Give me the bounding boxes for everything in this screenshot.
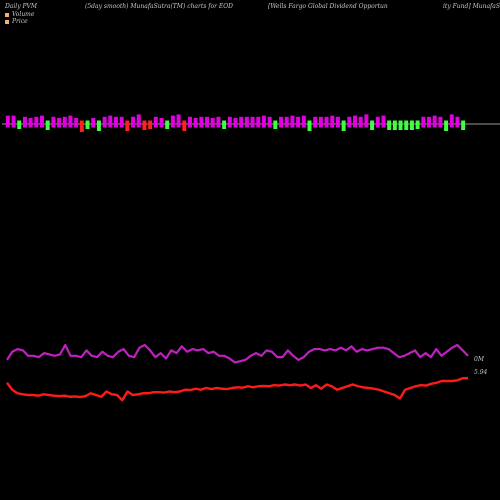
- volume-bar: [444, 120, 449, 131]
- volume-bar: [392, 120, 397, 130]
- volume-bar: [301, 115, 306, 128]
- volume-bar: [438, 116, 443, 128]
- volume-bar: [62, 116, 67, 128]
- volume-bar: [34, 116, 39, 128]
- volume-bar: [119, 116, 124, 128]
- volume-bar: [273, 120, 278, 129]
- legend-volume: Volume: [5, 11, 34, 18]
- volume-bar: [142, 120, 147, 130]
- volume-bar: [91, 118, 96, 128]
- volume-bar: [427, 116, 431, 128]
- volume-bar: [347, 116, 352, 128]
- chart-title-left: Daily PVM: [5, 3, 38, 10]
- volume-bar: [17, 120, 22, 129]
- volume-bar: [244, 116, 249, 128]
- volume-bar: [193, 118, 198, 128]
- volume-bar: [96, 120, 101, 131]
- volume-bar: [256, 116, 261, 128]
- volume-bar: [113, 116, 118, 128]
- volume-bar: [210, 118, 215, 128]
- volume-bar: [290, 115, 295, 128]
- volume-bar: [11, 115, 16, 128]
- volume-bar: [250, 116, 255, 128]
- volume-bar: [461, 120, 466, 130]
- volume-bar: [375, 116, 380, 128]
- volume-bar: [233, 118, 238, 128]
- volume-line: [6, 343, 469, 364]
- volume-bar: [415, 120, 420, 129]
- volume-bar: [341, 120, 346, 131]
- volume-bar: [165, 120, 170, 129]
- volume-bar: [318, 116, 323, 128]
- volume-bar: [387, 120, 392, 130]
- chart-title-company: [Wells Fargo Global Dividend Opportun: [268, 3, 388, 10]
- volume-bar: [409, 120, 414, 130]
- volume-bar: [40, 115, 44, 128]
- volume-bar: [68, 115, 73, 128]
- volume-bar: [364, 114, 369, 128]
- volume-bar: [148, 120, 153, 129]
- volume-bar: [182, 120, 187, 131]
- volume-bar: [239, 116, 244, 128]
- volume-bar: [324, 116, 329, 128]
- volume-bar: [261, 115, 266, 128]
- volume-bar: [74, 118, 79, 128]
- volume-bar: [432, 115, 437, 128]
- legend-price-swatch: [5, 19, 9, 24]
- legend-price: Price: [5, 18, 28, 25]
- volume-bar: [159, 118, 164, 128]
- chart-title-right: ity Fund] MunafaS: [443, 3, 500, 10]
- volume-bar: [102, 116, 107, 128]
- volume-value-label: 0M: [474, 356, 484, 363]
- volume-bar: [79, 120, 84, 132]
- volume-bar: [170, 115, 175, 128]
- volume-bar: [335, 116, 340, 128]
- volume-bar: [296, 116, 301, 128]
- volume-bar: [22, 116, 27, 128]
- volume-bar: [307, 120, 312, 131]
- price-line: [6, 377, 468, 402]
- volume-bar: [279, 116, 284, 128]
- volume-bar: [455, 116, 460, 128]
- volume-bar: [199, 116, 204, 128]
- volume-bar: [153, 116, 158, 128]
- volume-bar: [45, 120, 50, 130]
- volume-bar: [136, 114, 141, 128]
- volume-bar: [398, 120, 403, 130]
- volume-bar: [176, 114, 181, 128]
- volume-bar: [313, 116, 318, 128]
- volume-bar: [108, 115, 113, 128]
- volume-bar: [85, 120, 90, 129]
- volume-bar: [421, 116, 426, 128]
- chart-title-center: (5day smooth) MunafaSutra(TM) charts for…: [85, 3, 233, 10]
- volume-bar: [5, 115, 10, 128]
- volume-bar: [131, 116, 136, 128]
- volume-bar: [216, 116, 221, 128]
- volume-bar: [330, 115, 335, 128]
- volume-bar: [358, 116, 363, 128]
- volume-bar: [227, 116, 232, 128]
- volume-bar: [404, 120, 409, 130]
- volume-bar: [28, 118, 33, 128]
- volume-bar: [381, 115, 386, 128]
- volume-bar: [205, 116, 210, 128]
- volume-bar: [57, 118, 62, 128]
- volume-bar: [370, 120, 375, 130]
- volume-bar: [187, 116, 192, 128]
- volume-bar: [222, 120, 227, 129]
- legend-volume-swatch: [5, 12, 9, 17]
- volume-bar: [449, 114, 454, 128]
- legend-volume-label: Volume: [12, 11, 35, 18]
- volume-bar: [284, 116, 289, 128]
- volume-bar: [353, 115, 358, 128]
- volume-bar: [51, 116, 56, 128]
- legend-price-label: Price: [12, 18, 28, 25]
- volume-bar: [125, 120, 130, 131]
- volume-bar: [267, 116, 272, 128]
- price-value-label: 5.94: [474, 369, 488, 376]
